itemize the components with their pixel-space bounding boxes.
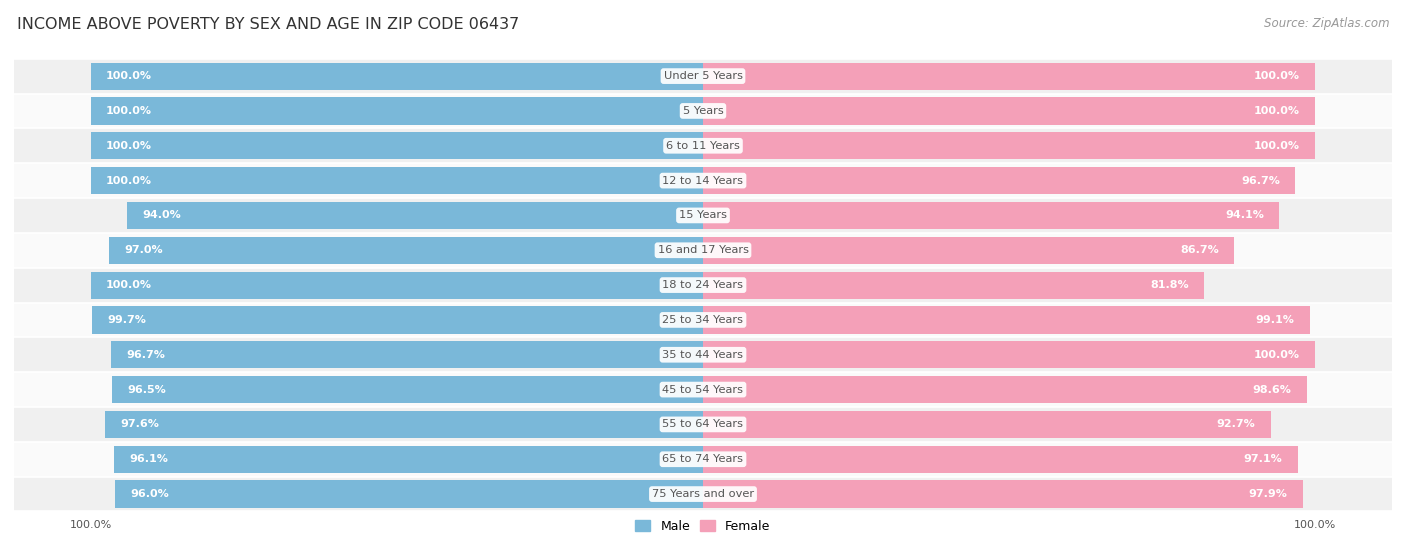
Text: 96.7%: 96.7% [1241,176,1279,186]
Text: 100.0%: 100.0% [105,71,152,81]
Text: 100.0%: 100.0% [105,176,152,186]
Legend: Male, Female: Male, Female [630,515,776,538]
Bar [703,202,1279,229]
Bar [90,63,703,89]
Text: 100.0%: 100.0% [1254,350,1301,360]
Bar [111,341,703,368]
Bar [703,306,1310,334]
Text: 100.0%: 100.0% [105,141,152,151]
Bar [703,376,1306,403]
Bar [14,59,1392,93]
Bar [703,236,1234,264]
Bar [110,236,703,264]
Text: 96.7%: 96.7% [127,350,165,360]
Text: 81.8%: 81.8% [1150,280,1188,290]
Bar [14,163,1392,198]
Bar [115,481,703,508]
Text: Under 5 Years: Under 5 Years [664,71,742,81]
Bar [14,407,1392,442]
Text: 97.1%: 97.1% [1243,454,1282,464]
Text: 65 to 74 Years: 65 to 74 Years [662,454,744,464]
Bar [14,198,1392,233]
Bar [703,63,1316,89]
Bar [14,93,1392,129]
Bar [703,341,1316,368]
Bar [14,477,1392,511]
Text: 5 Years: 5 Years [683,106,723,116]
Bar [90,272,703,299]
Text: 92.7%: 92.7% [1216,419,1256,429]
Text: 100.0%: 100.0% [1254,71,1301,81]
Text: 25 to 34 Years: 25 to 34 Years [662,315,744,325]
Text: 100.0%: 100.0% [105,106,152,116]
Text: 12 to 14 Years: 12 to 14 Years [662,176,744,186]
Text: 97.6%: 97.6% [121,419,159,429]
Bar [703,97,1316,125]
Bar [14,442,1392,477]
Bar [703,272,1204,299]
Text: INCOME ABOVE POVERTY BY SEX AND AGE IN ZIP CODE 06437: INCOME ABOVE POVERTY BY SEX AND AGE IN Z… [17,17,519,32]
Text: 99.1%: 99.1% [1256,315,1295,325]
Bar [14,302,1392,337]
Bar [14,268,1392,302]
Text: 96.0%: 96.0% [131,489,169,499]
Bar [90,167,703,194]
Bar [90,97,703,125]
Bar [14,372,1392,407]
Bar [703,446,1298,473]
Text: 96.1%: 96.1% [129,454,169,464]
Text: 94.1%: 94.1% [1225,210,1264,220]
Bar [14,233,1392,268]
Text: 18 to 24 Years: 18 to 24 Years [662,280,744,290]
Bar [90,132,703,159]
Bar [14,337,1392,372]
Text: 96.5%: 96.5% [128,385,166,395]
Bar [703,411,1271,438]
Text: 45 to 54 Years: 45 to 54 Years [662,385,744,395]
Bar [105,411,703,438]
Text: 94.0%: 94.0% [142,210,181,220]
Bar [114,446,703,473]
Text: 75 Years and over: 75 Years and over [652,489,754,499]
Text: 97.0%: 97.0% [124,245,163,255]
Bar [14,129,1392,163]
Text: 100.0%: 100.0% [1254,141,1301,151]
Text: 100.0%: 100.0% [1254,106,1301,116]
Text: 98.6%: 98.6% [1253,385,1292,395]
Text: 16 and 17 Years: 16 and 17 Years [658,245,748,255]
Text: 6 to 11 Years: 6 to 11 Years [666,141,740,151]
Text: 86.7%: 86.7% [1180,245,1219,255]
Bar [93,306,703,334]
Bar [128,202,703,229]
Text: 35 to 44 Years: 35 to 44 Years [662,350,744,360]
Text: 99.7%: 99.7% [108,315,146,325]
Text: 97.9%: 97.9% [1249,489,1288,499]
Text: 100.0%: 100.0% [105,280,152,290]
Bar [703,132,1316,159]
Bar [703,481,1302,508]
Text: 15 Years: 15 Years [679,210,727,220]
Text: 55 to 64 Years: 55 to 64 Years [662,419,744,429]
Bar [703,167,1295,194]
Text: Source: ZipAtlas.com: Source: ZipAtlas.com [1264,17,1389,30]
Bar [112,376,703,403]
